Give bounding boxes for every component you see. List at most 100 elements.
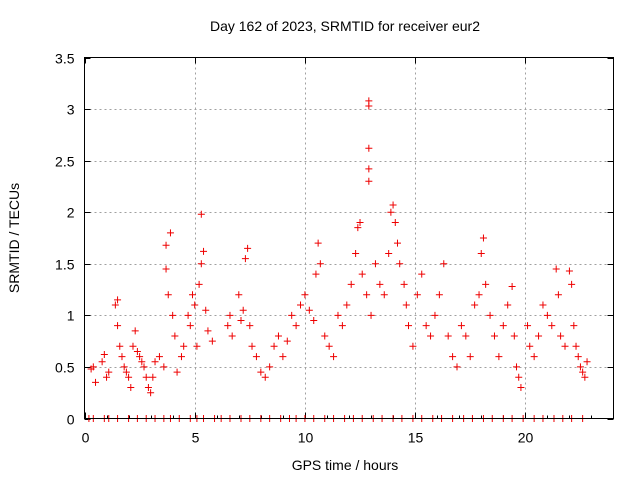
x-tick-labels: 0 5 10 15 20 <box>82 430 534 446</box>
y-tick-label: 3.5 <box>55 51 75 67</box>
data-point <box>138 358 146 366</box>
y-tick-label: 1.5 <box>55 257 75 273</box>
data-point <box>499 322 507 330</box>
x-tick-label: 0 <box>82 430 90 446</box>
data-point <box>572 342 580 350</box>
data-point <box>530 353 538 361</box>
data-point <box>248 342 256 350</box>
data-point <box>354 224 362 232</box>
data-point <box>103 373 111 381</box>
grid-lines <box>84 57 614 419</box>
data-point <box>118 353 126 361</box>
data-point <box>292 322 300 330</box>
data-point <box>457 322 465 330</box>
data-point <box>125 373 133 381</box>
data-point <box>347 280 355 288</box>
data-point <box>314 239 322 247</box>
x-tick-label: 15 <box>408 430 424 446</box>
data-point <box>422 322 430 330</box>
data-point <box>266 363 274 371</box>
data-point <box>257 368 265 376</box>
data-point <box>151 358 159 366</box>
x-tick-label: 20 <box>518 430 534 446</box>
data-point <box>539 301 547 309</box>
data-point <box>166 229 174 237</box>
data-point <box>252 353 260 361</box>
data-point <box>449 353 457 361</box>
data-point <box>365 165 373 173</box>
data-point <box>169 311 177 319</box>
data-point <box>526 342 534 350</box>
data-point <box>279 353 287 361</box>
data-point <box>490 332 498 340</box>
y-tick-label: 2 <box>67 205 75 221</box>
data-point <box>453 363 461 371</box>
data-point <box>543 311 551 319</box>
data-point <box>197 210 205 218</box>
data-point <box>552 265 560 273</box>
data-point <box>570 322 578 330</box>
data-point <box>127 384 135 392</box>
data-point <box>479 234 487 242</box>
data-point <box>471 301 479 309</box>
data-point <box>418 270 426 278</box>
data-point <box>371 260 379 268</box>
data-point <box>581 373 589 381</box>
data-point <box>548 322 556 330</box>
data-point <box>92 378 100 386</box>
data-point <box>583 358 591 366</box>
data-point <box>147 389 155 397</box>
data-point <box>482 280 490 288</box>
data-point <box>133 347 141 355</box>
data-point <box>270 342 278 350</box>
data-point <box>365 177 373 185</box>
data-point <box>224 322 232 330</box>
data-point <box>393 239 401 247</box>
data-point <box>105 368 113 376</box>
data-point <box>574 353 582 361</box>
data-point <box>98 358 106 366</box>
y-tick-label: 0 <box>67 412 75 428</box>
data-point <box>297 301 305 309</box>
data-point <box>246 322 254 330</box>
data-point <box>226 311 234 319</box>
data-point <box>409 342 417 350</box>
data-point <box>288 311 296 319</box>
data-point <box>389 201 397 209</box>
data-point <box>310 317 318 325</box>
data-point <box>204 327 212 335</box>
data-point <box>477 249 485 257</box>
data-point <box>191 301 199 309</box>
data-points <box>85 97 591 422</box>
data-point <box>356 219 364 227</box>
data-point <box>122 368 130 376</box>
data-point <box>380 291 388 299</box>
data-point <box>513 363 521 371</box>
data-point <box>189 291 197 299</box>
data-point <box>89 363 97 371</box>
data-point <box>358 270 366 278</box>
data-point <box>197 260 205 268</box>
data-point <box>440 260 448 268</box>
x-tick-label: 5 <box>192 430 200 446</box>
axis-ticks <box>84 57 614 420</box>
data-point <box>391 219 399 227</box>
data-point <box>160 363 168 371</box>
y-axis-label: SRMTID / TECUs <box>6 183 22 293</box>
x-tick-label: 10 <box>298 430 314 446</box>
data-point <box>237 317 245 325</box>
data-point <box>114 322 122 330</box>
data-point <box>193 342 201 350</box>
data-point <box>261 373 269 381</box>
x-axis-label: GPS time / hours <box>292 457 399 473</box>
data-point <box>365 144 373 152</box>
data-point <box>413 291 421 299</box>
data-point <box>387 208 395 216</box>
data-point <box>144 384 152 392</box>
data-point <box>283 337 291 345</box>
data-point <box>510 332 518 340</box>
data-point <box>363 291 371 299</box>
data-point <box>554 291 562 299</box>
data-point <box>321 332 329 340</box>
